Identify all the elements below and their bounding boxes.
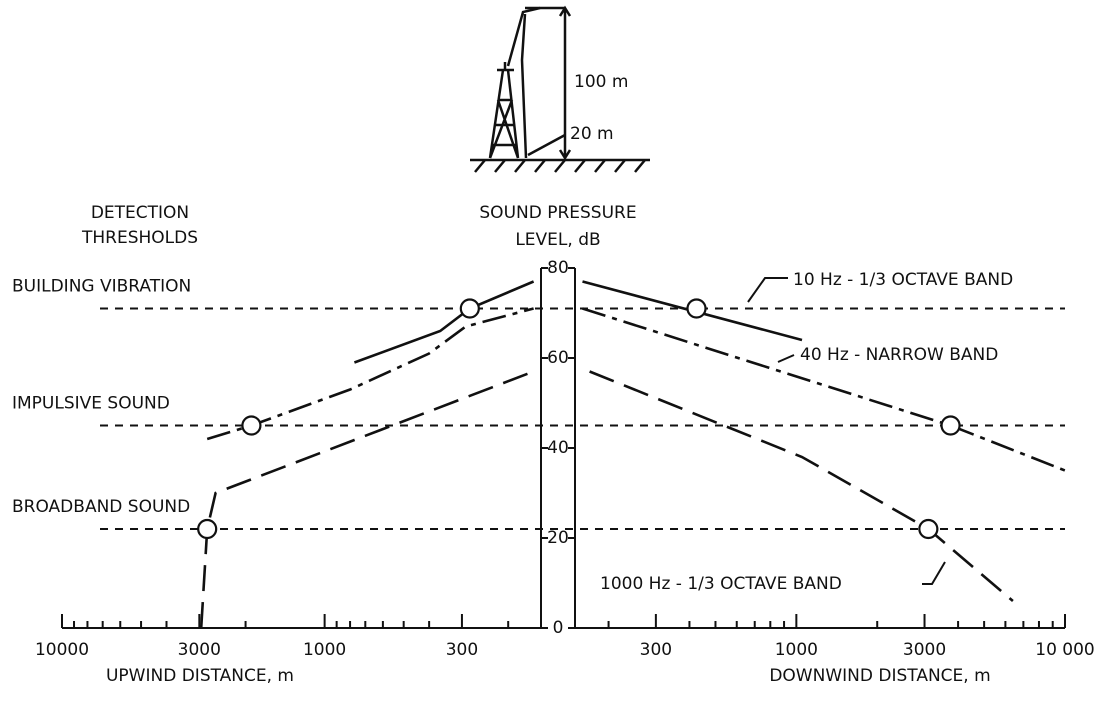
threshold-label: BUILDING VIBRATION — [12, 277, 191, 297]
hub-label: 20 m — [570, 124, 614, 144]
y-axis-title: LEVEL, dB — [515, 230, 600, 250]
label-leaders — [747, 277, 946, 585]
tower-lattice — [488, 69, 520, 159]
height-dimension — [525, 5, 572, 161]
crossing-marker — [197, 518, 218, 540]
x-tick-label: 300 — [446, 640, 478, 660]
x-tick-label: 3000 — [178, 640, 221, 660]
y-tick-label: 60 — [547, 348, 569, 368]
threshold-label: BROADBAND SOUND — [12, 497, 190, 517]
series-line — [353, 280, 535, 364]
series-label: 40 Hz - NARROW BAND — [800, 345, 998, 365]
x-tick-label: 1000 — [303, 640, 346, 660]
x-tick-label: 10000 — [35, 640, 89, 660]
crossing-marker — [686, 298, 707, 319]
leader-line — [777, 354, 795, 363]
series-label: 1000 Hz - 1/3 OCTAVE BAND — [600, 574, 842, 594]
series-line — [206, 307, 534, 441]
crossing-marker — [918, 518, 939, 540]
y-axis-title: SOUND PRESSURE — [479, 203, 636, 223]
ground-hatch — [474, 159, 646, 173]
series-label: 10 Hz - 1/3 OCTAVE BAND — [793, 270, 1013, 290]
series-line — [199, 370, 535, 629]
height-label: 100 m — [574, 72, 628, 92]
tower-nacelle — [497, 62, 514, 72]
threshold-title: DETECTION — [91, 203, 189, 223]
x-tick-label: 1000 — [775, 640, 818, 660]
hub-leader — [527, 133, 566, 157]
leader-line — [922, 561, 946, 585]
leader-line — [747, 277, 788, 303]
y-tick-label: 80 — [547, 258, 569, 278]
series-line — [582, 307, 1066, 472]
y-tick-label: 20 — [547, 528, 569, 548]
x-tick-label: 300 — [640, 640, 672, 660]
tower-blade — [506, 6, 541, 159]
x-axis-title: DOWNWIND DISTANCE, m — [769, 666, 990, 686]
x-tick-label: 10 000 — [1035, 640, 1094, 660]
series-line — [589, 370, 1014, 602]
tower-figure — [470, 5, 650, 173]
y-tick-label: 40 — [547, 438, 569, 458]
crossing-marker — [940, 415, 961, 436]
threshold-label: IMPULSIVE SOUND — [12, 394, 170, 414]
y-tick-label: 0 — [553, 618, 564, 638]
threshold-title: THRESHOLDS — [81, 228, 198, 248]
crossing-marker — [241, 415, 262, 436]
x-axis-title: UPWIND DISTANCE, m — [106, 666, 294, 686]
crossing-marker — [459, 298, 480, 319]
x-tick-label: 3000 — [903, 640, 946, 660]
